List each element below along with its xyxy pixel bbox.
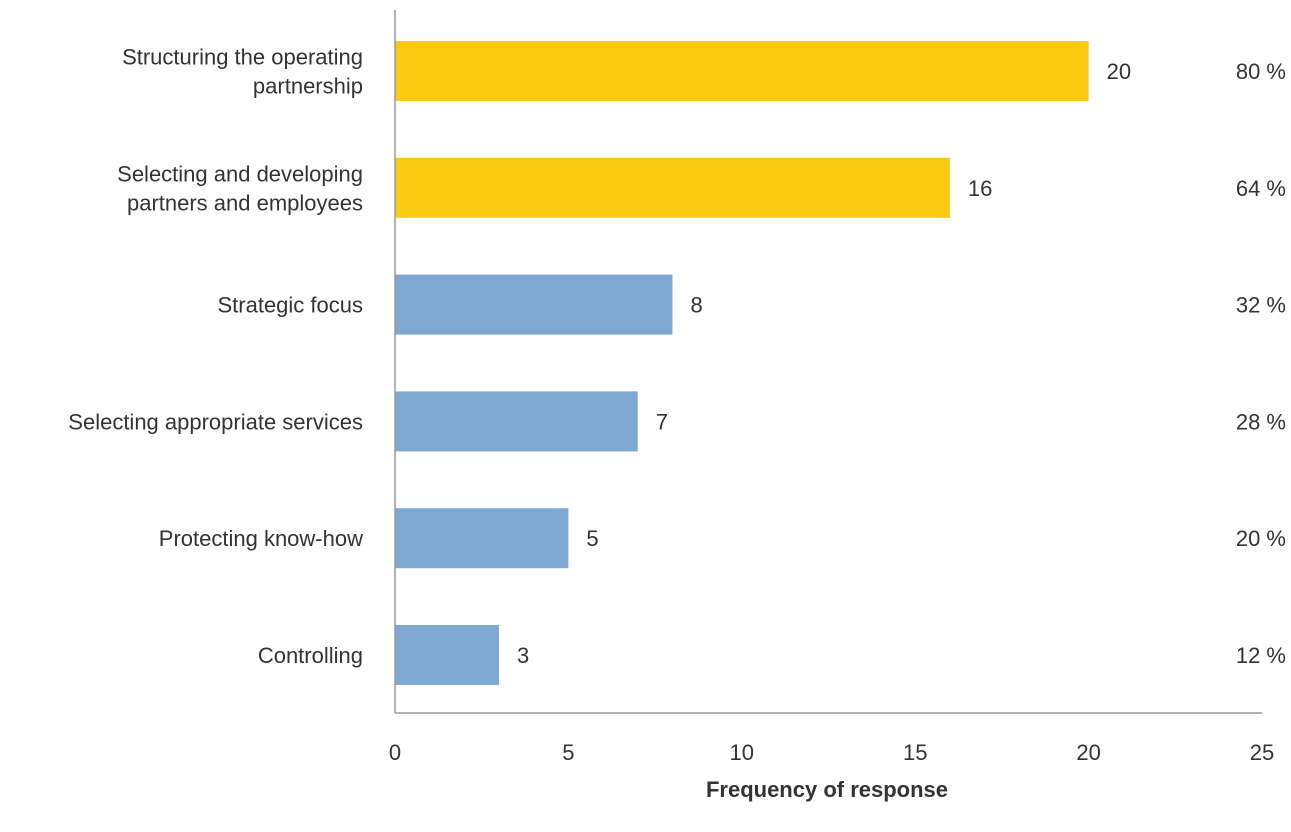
category-label-line: Selecting and developing xyxy=(117,161,363,186)
x-axis-title: Frequency of response xyxy=(706,777,948,802)
x-tick-label: 25 xyxy=(1250,740,1274,765)
category-label: Controlling xyxy=(258,643,363,668)
category-label: Structuring the operating partnership xyxy=(122,45,363,99)
percent-label: 20 % xyxy=(1236,526,1286,551)
percent-label: 28 % xyxy=(1236,409,1286,434)
category-label-line: Protecting know-how xyxy=(159,526,363,551)
x-tick-label: 0 xyxy=(389,740,401,765)
labels-layer: 0 5 10 15 20 25 20 80 % Structuring the operatin… xyxy=(68,45,1286,766)
category-label: Strategic focus xyxy=(217,293,363,318)
bar xyxy=(395,157,950,218)
category-label: Selecting and developing partners and emp… xyxy=(117,161,363,215)
category-label-line: partners and employees xyxy=(127,190,363,215)
x-tick-label: 15 xyxy=(903,740,927,765)
percent-label: 80 % xyxy=(1236,59,1286,84)
category-label-line: Strategic focus xyxy=(217,293,363,318)
data-label: 3 xyxy=(517,643,529,668)
bar xyxy=(395,274,673,335)
percent-label: 12 % xyxy=(1236,643,1286,668)
category-label: Selecting appropriate services xyxy=(68,409,363,434)
percent-label: 64 % xyxy=(1236,176,1286,201)
x-tick-label: 20 xyxy=(1076,740,1100,765)
bar xyxy=(395,508,569,569)
x-tick-label: 5 xyxy=(562,740,574,765)
category-label-line: Structuring the operating xyxy=(122,45,363,70)
category-label-line: Controlling xyxy=(258,643,363,668)
axes-layer xyxy=(394,10,1262,714)
data-label: 8 xyxy=(690,293,702,318)
percent-label: 32 % xyxy=(1236,293,1286,318)
data-label: 5 xyxy=(586,526,598,551)
bar xyxy=(395,625,500,685)
category-label: Protecting know-how xyxy=(159,526,363,551)
bars-layer xyxy=(395,41,1089,685)
category-label-line: Selecting appropriate services xyxy=(68,409,363,434)
data-label: 20 xyxy=(1107,59,1131,84)
data-label: 7 xyxy=(656,409,668,434)
x-tick-label: 10 xyxy=(730,740,754,765)
bar xyxy=(395,41,1089,101)
data-label: 16 xyxy=(968,176,992,201)
category-label-line: partnership xyxy=(253,74,363,99)
bar xyxy=(395,391,638,452)
